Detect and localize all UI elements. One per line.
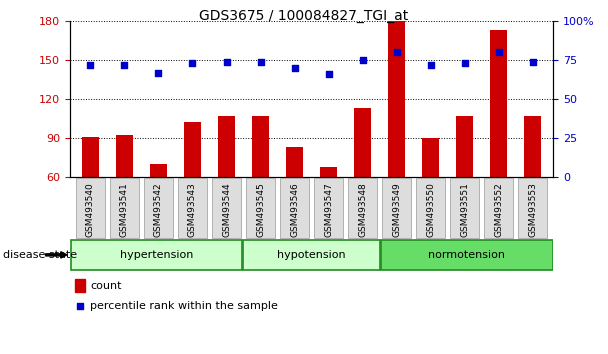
Point (188, 61, 198, 66)
FancyBboxPatch shape (518, 178, 547, 238)
Point (323, 72, 333, 77)
FancyBboxPatch shape (348, 178, 378, 238)
FancyBboxPatch shape (416, 178, 446, 238)
FancyBboxPatch shape (280, 178, 309, 238)
Point (222, 59, 232, 64)
Bar (218, 116, 235, 177)
FancyBboxPatch shape (143, 178, 173, 238)
Text: GSM493549: GSM493549 (392, 182, 401, 237)
Text: count: count (90, 281, 122, 291)
Point (494, 50, 503, 55)
Text: hypertension: hypertension (120, 250, 193, 260)
Point (426, 62, 435, 68)
Bar (82, 137, 99, 177)
Bar (388, 21, 405, 177)
Bar (286, 147, 303, 177)
Text: disease state: disease state (3, 250, 77, 260)
Bar (184, 122, 201, 177)
Text: GSM493542: GSM493542 (154, 182, 163, 236)
FancyBboxPatch shape (382, 178, 412, 238)
Bar (524, 116, 541, 177)
Point (154, 70, 164, 75)
Point (358, 57, 367, 63)
FancyBboxPatch shape (76, 178, 105, 238)
Text: GSM493545: GSM493545 (256, 182, 265, 237)
Point (290, 65, 300, 71)
Text: GSM493540: GSM493540 (86, 182, 95, 237)
Text: GSM493546: GSM493546 (290, 182, 299, 237)
Bar (456, 116, 473, 177)
Bar (150, 164, 167, 177)
Point (528, 59, 537, 64)
Text: GSM493551: GSM493551 (460, 182, 469, 237)
Bar (252, 116, 269, 177)
Point (120, 62, 130, 68)
FancyBboxPatch shape (450, 178, 480, 238)
Text: GSM493550: GSM493550 (426, 182, 435, 237)
FancyBboxPatch shape (71, 240, 242, 269)
Bar (116, 136, 133, 177)
Point (75, 303, 85, 309)
Bar (320, 167, 337, 177)
FancyBboxPatch shape (246, 178, 275, 238)
Bar (422, 138, 439, 177)
Text: hypotension: hypotension (277, 250, 346, 260)
Text: percentile rank within the sample: percentile rank within the sample (90, 301, 278, 311)
Point (256, 59, 266, 64)
Text: normotension: normotension (429, 250, 505, 260)
Point (460, 61, 469, 66)
FancyBboxPatch shape (243, 240, 380, 269)
FancyBboxPatch shape (178, 178, 207, 238)
Text: GSM493552: GSM493552 (494, 182, 503, 237)
Text: GSM493543: GSM493543 (188, 182, 197, 237)
FancyBboxPatch shape (381, 240, 553, 269)
FancyBboxPatch shape (212, 178, 241, 238)
FancyBboxPatch shape (110, 178, 139, 238)
Text: GSM493547: GSM493547 (324, 182, 333, 237)
Text: GDS3675 / 100084827_TGI_at: GDS3675 / 100084827_TGI_at (199, 9, 409, 23)
Text: GSM493548: GSM493548 (358, 182, 367, 237)
Point (392, 50, 401, 55)
FancyBboxPatch shape (484, 178, 513, 238)
Bar (490, 30, 507, 177)
Point (86, 62, 95, 68)
Text: GSM493544: GSM493544 (222, 182, 231, 236)
Text: GSM493553: GSM493553 (528, 182, 537, 237)
Bar (75, 279, 85, 292)
Bar (354, 108, 371, 177)
Text: GSM493541: GSM493541 (120, 182, 129, 237)
FancyBboxPatch shape (314, 178, 344, 238)
